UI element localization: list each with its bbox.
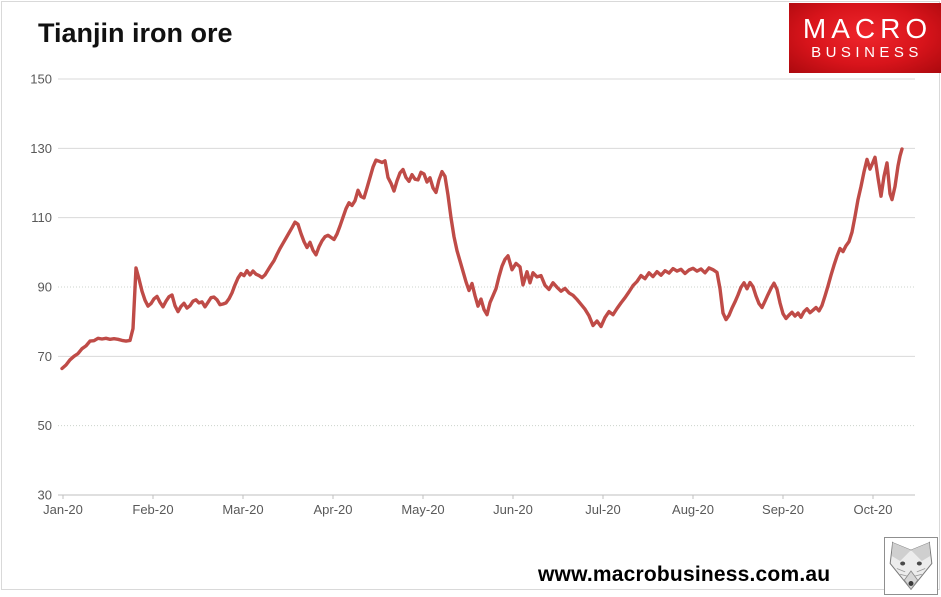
y-axis-label: 50 <box>38 418 52 433</box>
x-axis-label: Feb-20 <box>132 502 173 517</box>
macrobusiness-logo: MACRO BUSINESS <box>789 3 941 73</box>
x-axis-label: Jan-20 <box>43 502 83 517</box>
fox-icon <box>889 541 933 591</box>
x-axis-label: Apr-20 <box>313 502 352 517</box>
x-axis-label: Jul-20 <box>585 502 620 517</box>
fox-logo-box <box>884 537 938 595</box>
x-axis-label: Sep-20 <box>762 502 804 517</box>
price-line <box>60 147 904 371</box>
y-axis-label: 90 <box>38 280 52 295</box>
y-axis-label: 110 <box>31 210 52 225</box>
x-axis-label: Mar-20 <box>222 502 263 517</box>
y-axis-label: 130 <box>30 141 52 156</box>
x-axis-label: May-20 <box>401 502 444 517</box>
y-axis-label: 30 <box>38 488 52 503</box>
y-axis-label: 150 <box>30 72 52 87</box>
x-axis-label: Oct-20 <box>853 502 892 517</box>
chart-title: Tianjin iron ore <box>38 18 233 48</box>
logo-line2: BUSINESS <box>811 43 923 61</box>
website-url: www.macrobusiness.com.au <box>538 563 831 586</box>
x-axis-label: Jun-20 <box>493 502 533 517</box>
x-axis-label: Aug-20 <box>672 502 714 517</box>
logo-line1: MACRO <box>802 12 933 44</box>
y-axis-label: 70 <box>38 349 52 364</box>
